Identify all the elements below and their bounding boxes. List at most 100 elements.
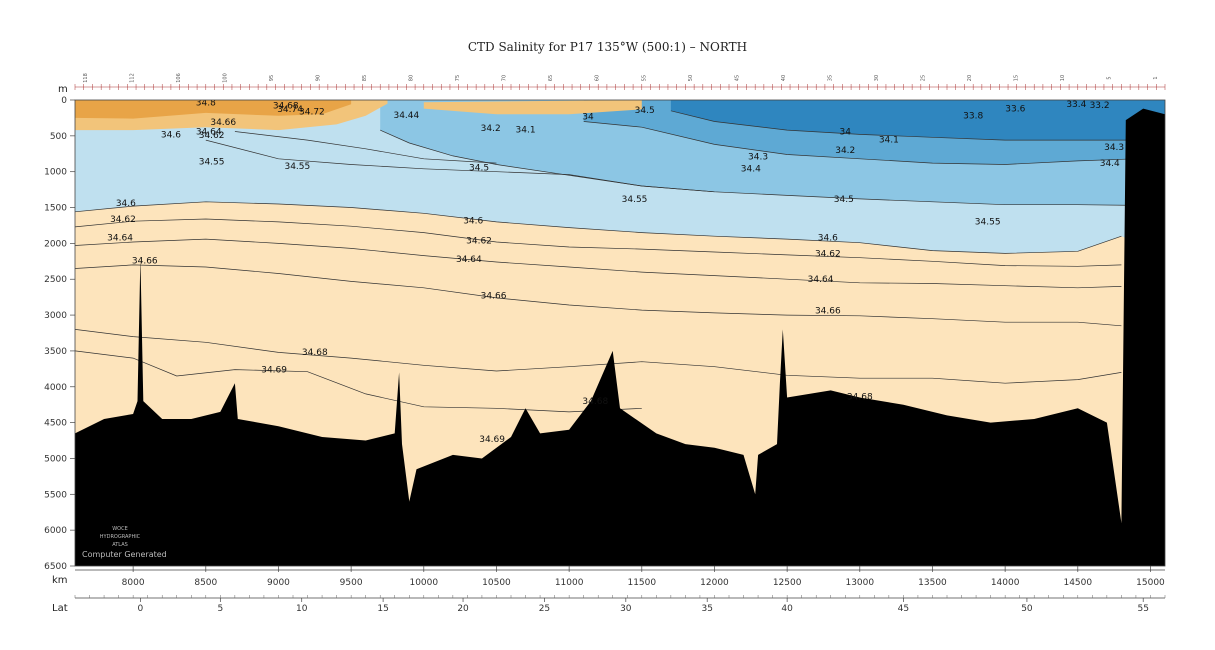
x-tick-label-6: 11000 bbox=[555, 578, 584, 588]
contour-label-13: 34 bbox=[582, 112, 594, 122]
watermark-line2: HYDROGRAPHIC bbox=[100, 534, 141, 540]
contour-label-24: 33.6 bbox=[1005, 104, 1025, 114]
lat-tick-label-3: 15 bbox=[377, 604, 388, 614]
y-tick-label-10: 5000 bbox=[44, 454, 67, 464]
contour-label-9: 34.68 bbox=[273, 102, 299, 112]
contour-label-31: 34.62 bbox=[110, 215, 136, 225]
y-tick-label-7: 3500 bbox=[44, 347, 67, 357]
contour-label-38: 34.6 bbox=[818, 234, 838, 244]
watermark-computer-generated: Computer Generated bbox=[82, 550, 167, 559]
watermark-line1: WOCE bbox=[112, 526, 128, 532]
plot-frame bbox=[74, 99, 1166, 567]
contour-label-32: 34.64 bbox=[107, 234, 133, 244]
isohaline-line-4 bbox=[75, 264, 1122, 327]
y-tick-label-5: 2500 bbox=[44, 275, 67, 285]
contour-label-35: 34.62 bbox=[466, 236, 492, 246]
lat-tick-label-8: 40 bbox=[781, 604, 793, 614]
y-tick-label-9: 4500 bbox=[44, 419, 67, 429]
contour-label-33: 34.66 bbox=[132, 256, 158, 266]
station-label-14: 45 bbox=[734, 75, 740, 81]
y-tick-label-4: 2000 bbox=[44, 239, 67, 249]
isohaline-upper-3 bbox=[670, 110, 1165, 141]
station-label-1: 112 bbox=[130, 73, 136, 83]
station-label-15: 40 bbox=[781, 75, 787, 81]
watermark-line3: ATLAS bbox=[112, 542, 128, 548]
isohaline-line-1 bbox=[75, 201, 1122, 254]
lat-tick-label-6: 30 bbox=[620, 604, 632, 614]
isohaline-line-2 bbox=[75, 218, 1122, 267]
contour-label-20: 34.3 bbox=[748, 153, 768, 163]
station-label-5: 90 bbox=[316, 75, 322, 81]
station-label-13: 50 bbox=[688, 75, 694, 81]
y-tick-label-1: 500 bbox=[50, 132, 67, 142]
y-tick-label-8: 4000 bbox=[44, 383, 67, 393]
x-tick-label-9: 12500 bbox=[773, 578, 802, 588]
x-tick-label-13: 14500 bbox=[1063, 578, 1092, 588]
station-label-2: 106 bbox=[176, 73, 182, 83]
lat-tick-label-11: 55 bbox=[1137, 604, 1148, 614]
lat-tick-label-4: 20 bbox=[457, 604, 469, 614]
station-label-6: 85 bbox=[362, 75, 368, 81]
station-label-19: 20 bbox=[967, 75, 973, 81]
station-label-22: 5 bbox=[1106, 76, 1112, 79]
lat-tick-label-2: 10 bbox=[296, 604, 308, 614]
contour-label-22: 34.5 bbox=[834, 195, 854, 205]
x-tick-label-2: 9000 bbox=[267, 578, 290, 588]
contour-label-7: 34.74 bbox=[277, 105, 303, 115]
bottom-topography bbox=[75, 108, 1165, 566]
contour-label-34: 34.6 bbox=[463, 216, 483, 226]
lat-tick-label-5: 25 bbox=[539, 604, 550, 614]
isohaline-line-3 bbox=[75, 238, 1122, 289]
station-label-18: 25 bbox=[920, 75, 926, 81]
station-label-11: 60 bbox=[595, 75, 601, 81]
contour-label-46: 34.68 bbox=[847, 393, 873, 403]
contour-label-37: 34.66 bbox=[481, 292, 507, 302]
contour-label-19: 34.2 bbox=[835, 146, 855, 156]
y-tick-label-11: 5500 bbox=[44, 490, 67, 500]
station-label-0: 118 bbox=[83, 73, 89, 83]
contour-label-6: 34.55 bbox=[284, 162, 310, 172]
y-tick-label-3: 1500 bbox=[44, 204, 67, 214]
y-tick-label-2: 1000 bbox=[44, 168, 67, 178]
station-label-7: 80 bbox=[409, 75, 415, 81]
contour-label-14: 34.5 bbox=[635, 106, 655, 116]
contour-label-42: 34.68 bbox=[302, 348, 328, 358]
station-label-23: 1 bbox=[1153, 76, 1159, 79]
x-tick-label-10: 13000 bbox=[845, 578, 874, 588]
contour-label-3: 34.64 bbox=[196, 127, 222, 137]
contour-label-15: 34.5 bbox=[469, 163, 489, 173]
x-tick-label-8: 12000 bbox=[700, 578, 729, 588]
isohaline-line-5 bbox=[75, 329, 1122, 384]
x-tick-label-14: 15000 bbox=[1136, 578, 1165, 588]
lat-tick-label-10: 50 bbox=[1021, 604, 1033, 614]
x-tick-label-7: 11500 bbox=[627, 578, 656, 588]
contour-label-40: 34.64 bbox=[808, 275, 834, 285]
isohaline-upper-2 bbox=[583, 121, 1165, 165]
contour-label-23: 33.8 bbox=[963, 112, 983, 122]
x-tick-label-11: 13500 bbox=[918, 578, 947, 588]
contour-label-17: 34 bbox=[840, 127, 852, 137]
contour-label-8: 34.72 bbox=[299, 107, 325, 117]
contour-label-10: 34.44 bbox=[393, 111, 419, 121]
lat-tick-label-0: 0 bbox=[138, 604, 144, 614]
isohaline-upper-1 bbox=[380, 129, 1165, 206]
contour-label-43: 34.69 bbox=[261, 365, 287, 375]
lat-tick-label-1: 5 bbox=[217, 604, 223, 614]
contour-label-16: 34.55 bbox=[622, 195, 648, 205]
x-tick-label-1: 8500 bbox=[194, 578, 217, 588]
isohaline-line-6 bbox=[75, 350, 642, 413]
salty-lens-north bbox=[423, 100, 642, 115]
contour-label-26: 33.2 bbox=[1090, 101, 1110, 111]
contour-label-39: 34.62 bbox=[815, 249, 841, 259]
contour-label-44: 34.68 bbox=[582, 397, 608, 407]
y-tick-label-0: 0 bbox=[61, 96, 67, 106]
contour-label-0: 34.8 bbox=[196, 99, 216, 109]
contour-label-30: 34.6 bbox=[116, 199, 136, 209]
contour-label-41: 34.66 bbox=[815, 307, 841, 317]
contour-label-11: 34.2 bbox=[481, 124, 501, 134]
isohaline-line-8 bbox=[234, 131, 497, 164]
chart-title: CTD Salinity for P17 135°W (500:1) – NOR… bbox=[467, 40, 748, 54]
contour-label-4: 34.62 bbox=[199, 131, 225, 141]
